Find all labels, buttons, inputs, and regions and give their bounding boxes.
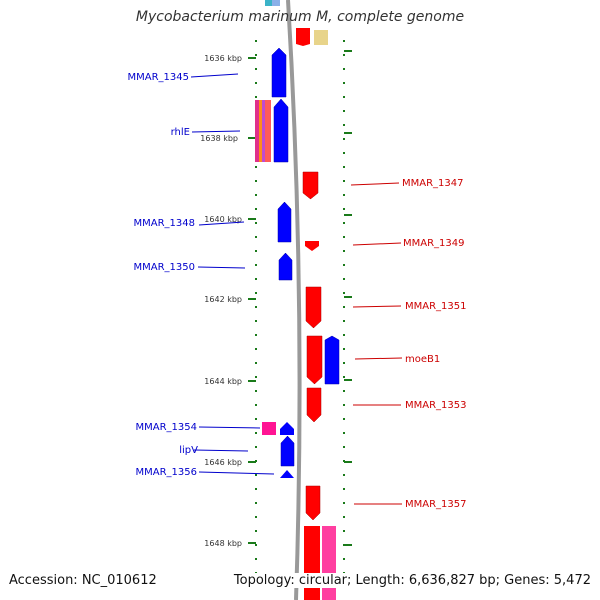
scale-label: 1642 kbp <box>204 295 242 304</box>
gene-arrow-mmar-1350[interactable] <box>278 252 293 281</box>
feature-stripe <box>265 100 271 162</box>
gene-label-mmar-1356[interactable]: MMAR_1356 <box>136 467 198 478</box>
scale-label: 1644 kbp <box>204 377 242 386</box>
gene-arrow-mmar-1353[interactable] <box>306 387 322 423</box>
callout-line <box>352 242 402 246</box>
feature-stripe <box>259 100 262 162</box>
scale-label: 1640 kbp <box>204 215 242 224</box>
scale-label: 1638 kbp <box>200 134 238 143</box>
gene-arrow-lipv[interactable] <box>280 435 295 467</box>
topology-footer: Topology: circular; Length: 6,636,827 bp… <box>233 573 591 588</box>
callout-line <box>198 471 275 475</box>
accession-footer: Accession: NC_010612 <box>9 573 157 588</box>
callout-line <box>198 426 261 429</box>
callout-line <box>198 221 245 226</box>
gene-arrow-mmar-1349[interactable] <box>305 241 319 251</box>
callout-line <box>190 73 239 78</box>
gene-arrow-mmar-1345[interactable] <box>271 47 287 98</box>
scale-label: 1636 kbp <box>204 54 242 63</box>
gene-label-mmar-1349[interactable]: MMAR_1349 <box>403 238 465 249</box>
gene-label-mmar-1357[interactable]: MMAR_1357 <box>405 499 467 510</box>
gene-arrow-mmar-1351[interactable] <box>305 286 322 329</box>
partial-feature-light-blue[interactable] <box>272 0 280 6</box>
partial-feature-tan[interactable] <box>314 30 328 45</box>
gene-label-lipv[interactable]: lipV <box>179 445 198 456</box>
gene-arrow-mmar-1356[interactable] <box>280 470 294 478</box>
callout-line <box>354 357 403 360</box>
right-gene-labels: MMAR_1347 MMAR_1349 MMAR_1351 moeB1 MMAR… <box>402 178 467 510</box>
gene-label-mmar-1345[interactable]: MMAR_1345 <box>128 72 190 83</box>
left-callout-lines <box>190 73 275 475</box>
scale-label: 1646 kbp <box>204 458 242 467</box>
partial-feature-red[interactable] <box>296 28 310 46</box>
gene-label-mmar-1347[interactable]: MMAR_1347 <box>402 178 464 189</box>
gene-label-mmar-1354[interactable]: MMAR_1354 <box>136 422 198 433</box>
feature-stripe <box>262 100 265 162</box>
gene-label-moeb1[interactable]: moeB1 <box>405 354 440 365</box>
feature-mmar-1354[interactable] <box>262 422 276 435</box>
right-callout-lines <box>350 182 403 505</box>
callout-line <box>197 266 246 269</box>
rhle-feature-stack[interactable] <box>255 100 271 162</box>
callout-line <box>352 305 402 308</box>
gene-arrow-moeb1-partner[interactable] <box>324 335 340 385</box>
gene-arrow-mmar-1348[interactable] <box>277 201 292 243</box>
genome-backbone <box>286 0 302 600</box>
callout-line <box>193 449 249 452</box>
gene-label-mmar-1350[interactable]: MMAR_1350 <box>134 262 196 273</box>
reverse-genes <box>302 171 336 600</box>
gene-block-bottom[interactable] <box>304 526 320 600</box>
feature-stripe <box>255 100 259 162</box>
gene-arrow-rhle[interactable] <box>273 98 289 163</box>
gene-arrow-moeb1[interactable] <box>306 335 323 385</box>
left-gene-labels: MMAR_1345 rhlE MMAR_1348 MMAR_1350 MMAR_… <box>128 72 199 478</box>
gene-label-mmar-1351[interactable]: MMAR_1351 <box>405 301 467 312</box>
gene-label-mmar-1348[interactable]: MMAR_1348 <box>134 218 196 229</box>
gene-label-mmar-1353[interactable]: MMAR_1353 <box>405 400 467 411</box>
topology-text: Topology: circular; Length: 6,636,827 bp… <box>233 573 591 588</box>
callout-line <box>350 182 400 186</box>
forward-genes <box>271 47 340 478</box>
scale-label: 1648 kbp <box>204 539 242 548</box>
gene-arrow-mmar-1347[interactable] <box>302 171 319 200</box>
partial-feature-teal[interactable] <box>265 0 272 6</box>
accession-text: Accession: NC_010612 <box>9 573 157 588</box>
scale-ticks: 1636 kbp 1638 kbp 1640 kbp 1642 kbp 1644… <box>200 50 352 548</box>
gene-block-bottom-magenta[interactable] <box>322 526 336 600</box>
gene-label-rhle[interactable]: rhlE <box>171 127 190 138</box>
callout-line <box>191 130 241 133</box>
gene-arrow-mmar-1357[interactable] <box>305 485 321 521</box>
genome-title: Mycobacterium marinum M, complete genome <box>135 9 465 25</box>
gene-arrow-mmar-1354-partner[interactable] <box>280 422 294 435</box>
